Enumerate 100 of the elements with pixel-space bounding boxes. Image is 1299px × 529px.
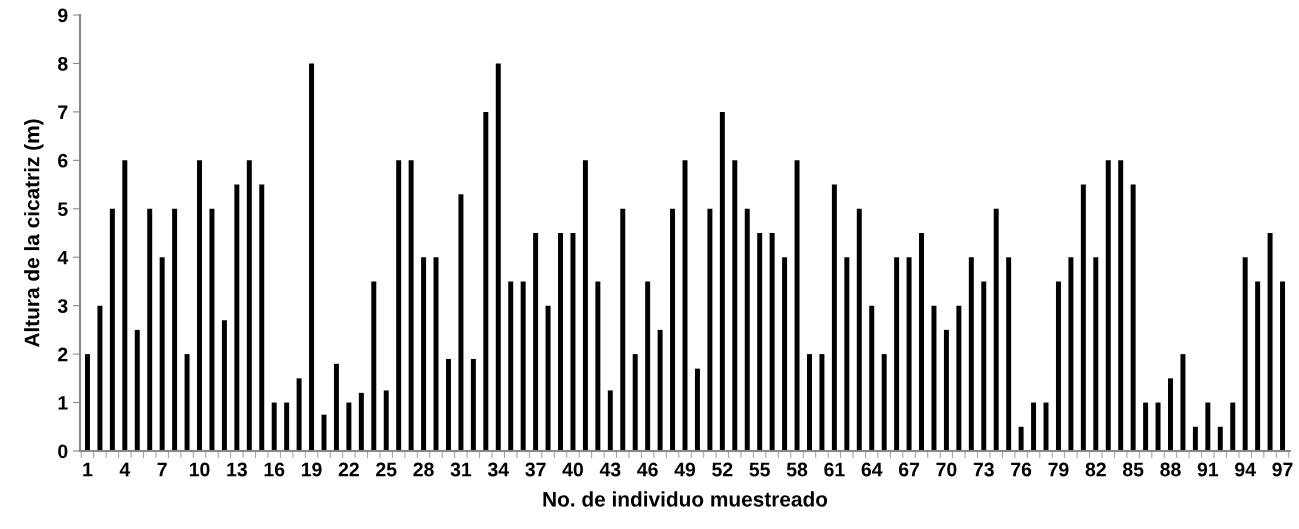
bar — [495, 63, 501, 451]
y-tick-label: 6 — [58, 153, 68, 168]
bar — [445, 358, 451, 451]
bar — [333, 363, 339, 451]
x-tick-label: 49 — [674, 462, 696, 477]
y-axis-title: Altura de la cicatriz (m) — [24, 119, 44, 348]
x-tick-label: 43 — [599, 462, 621, 477]
x-tick-label: 22 — [338, 462, 359, 477]
bar — [284, 402, 290, 451]
bar — [807, 354, 812, 451]
bar — [159, 257, 165, 451]
bar — [956, 305, 962, 451]
bar — [246, 160, 252, 451]
y-tick-label: 8 — [58, 56, 68, 71]
x-tick-label: 70 — [936, 462, 957, 477]
bar — [1180, 354, 1186, 451]
bar — [707, 208, 713, 451]
bar — [520, 281, 526, 451]
x-tick-label: 91 — [1197, 462, 1219, 477]
y-tick-label: 7 — [58, 105, 68, 119]
bar — [819, 354, 825, 451]
bar — [1230, 402, 1236, 451]
x-tick-label: 1 — [83, 462, 93, 477]
bar — [1217, 426, 1223, 451]
bar — [1155, 402, 1161, 451]
bar — [831, 184, 837, 451]
bar — [1118, 160, 1124, 451]
x-tick-label: 64 — [861, 462, 883, 477]
bar — [470, 358, 476, 451]
bar — [595, 281, 601, 451]
bar — [769, 233, 775, 451]
bar — [632, 354, 638, 451]
bar — [869, 305, 875, 451]
bar — [197, 160, 202, 451]
bar — [184, 354, 190, 451]
bar — [383, 390, 389, 451]
bar — [906, 257, 912, 451]
bar — [545, 305, 551, 451]
x-tick-label: 46 — [637, 462, 658, 477]
bar — [1006, 257, 1012, 451]
x-tick-label: 19 — [301, 462, 322, 477]
bar — [1068, 257, 1074, 451]
bar — [570, 233, 576, 451]
bar — [1205, 402, 1211, 451]
bar — [1055, 281, 1061, 451]
bar — [657, 329, 663, 451]
bar — [744, 208, 750, 451]
bar — [1130, 184, 1136, 451]
bar — [209, 208, 215, 451]
x-tick-label: 76 — [1011, 462, 1032, 477]
bar — [757, 233, 763, 451]
x-tick-label: 37 — [525, 462, 546, 477]
bar — [122, 160, 128, 451]
bar — [931, 305, 937, 451]
bar — [421, 257, 427, 451]
x-tick-label: 31 — [450, 462, 472, 477]
bar — [296, 378, 302, 451]
bar — [881, 354, 887, 451]
bar — [396, 160, 402, 451]
y-tick-label: 3 — [57, 299, 68, 313]
bar — [1105, 160, 1111, 451]
bar — [97, 305, 103, 451]
bar — [533, 233, 539, 451]
bar — [1080, 184, 1086, 451]
bar — [458, 194, 464, 451]
bar — [732, 160, 738, 451]
x-tick-label: 94 — [1235, 462, 1256, 477]
x-tick-label: 97 — [1272, 462, 1293, 477]
bar — [894, 257, 900, 451]
bar — [993, 208, 999, 451]
x-tick-label: 61 — [824, 462, 845, 477]
x-tick-label: 82 — [1085, 462, 1106, 477]
y-tick-label: 5 — [57, 202, 68, 217]
x-tick-label: 73 — [973, 462, 994, 477]
bar — [408, 160, 414, 451]
bar — [645, 281, 651, 451]
bar — [1093, 257, 1099, 451]
y-tick-label: 1 — [58, 396, 68, 410]
x-tick-label: 85 — [1122, 462, 1144, 477]
x-tick-label: 58 — [786, 462, 808, 477]
y-tick-label: 2 — [58, 347, 68, 362]
bar — [259, 184, 265, 451]
x-tick-label: 55 — [749, 462, 770, 477]
x-tick-label: 4 — [119, 462, 131, 477]
x-tick-label: 67 — [898, 462, 920, 477]
x-tick-label: 13 — [227, 462, 247, 477]
bar — [620, 208, 626, 451]
x-tick-label: 52 — [712, 462, 733, 477]
bar — [856, 208, 862, 451]
bar — [234, 184, 240, 451]
bar — [844, 257, 850, 451]
bar — [582, 160, 588, 451]
bar — [719, 111, 725, 451]
bar — [358, 392, 364, 451]
bar — [483, 111, 489, 451]
y-tick-label: 4 — [57, 250, 69, 265]
bar — [968, 257, 974, 451]
x-tick-label: 34 — [487, 462, 509, 477]
x-tick-label: 10 — [189, 462, 210, 477]
x-axis-title: No. de individuo muestreado — [543, 491, 828, 507]
